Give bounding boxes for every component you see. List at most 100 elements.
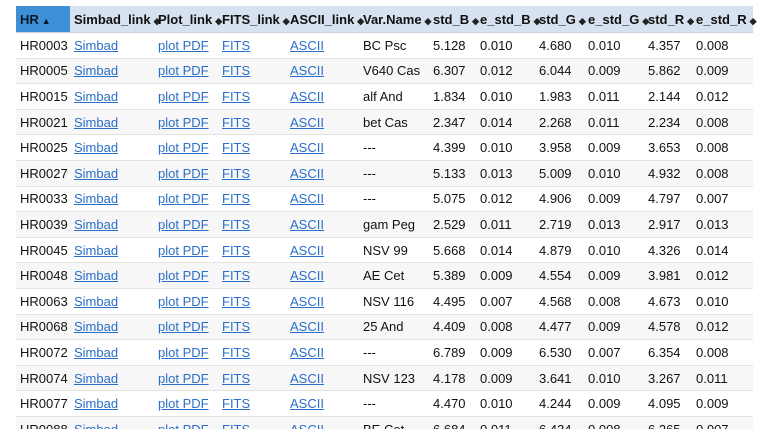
fits-link[interactable]: FITS xyxy=(222,344,251,360)
data-table: HR▲Simbad_link◆Plot_link◆FITS_link◆ASCII… xyxy=(16,6,757,429)
ascii-link[interactable]: ASCII xyxy=(290,140,324,156)
column-header-e_std_r[interactable]: e_std_R ◆ xyxy=(692,6,757,33)
fits-link[interactable]: FITS xyxy=(222,319,251,335)
simbad-link[interactable]: Simbad xyxy=(74,293,119,309)
cell-e_std_g: 0.009 xyxy=(584,390,644,417)
cell-var: --- xyxy=(359,160,429,187)
plot-link[interactable]: plot PDF xyxy=(158,88,209,104)
fits-link[interactable]: FITS xyxy=(222,422,250,429)
column-header-simbad[interactable]: Simbad_link◆ xyxy=(70,6,161,33)
ascii-link[interactable]: ASCII xyxy=(290,396,324,412)
sort-both-icon: ◆ xyxy=(215,15,223,26)
ascii-link[interactable]: ASCII xyxy=(290,165,324,181)
plot-link[interactable]: plot PDF xyxy=(158,396,209,412)
sort-both-icon: ◆ xyxy=(282,15,290,26)
ascii-link[interactable]: ASCII xyxy=(290,242,324,258)
fits-link[interactable]: FITS xyxy=(222,396,251,412)
simbad-link[interactable]: Simbad xyxy=(74,422,118,429)
fits-link[interactable]: FITS xyxy=(222,165,251,181)
simbad-link[interactable]: Simbad xyxy=(74,370,119,386)
column-header-std_b[interactable]: std_B ◆ xyxy=(429,6,479,33)
cell-std_r: 4.326 xyxy=(644,237,692,264)
fits-link[interactable]: FITS xyxy=(222,370,251,386)
fits-link[interactable]: FITS xyxy=(222,293,251,309)
plot-link[interactable]: plot PDF xyxy=(158,37,209,53)
simbad-link[interactable]: Simbad xyxy=(74,396,119,412)
ascii-link[interactable]: ASCII xyxy=(290,63,324,79)
simbad-link[interactable]: Simbad xyxy=(74,319,119,335)
ascii-link[interactable]: ASCII xyxy=(290,191,324,207)
simbad-link[interactable]: Simbad xyxy=(74,216,119,232)
cell-e_std_r: 0.008 xyxy=(692,32,753,59)
plot-link[interactable]: plot PDF xyxy=(158,140,209,156)
plot-link[interactable]: plot PDF xyxy=(158,63,209,79)
plot-link[interactable]: plot PDF xyxy=(158,293,209,309)
ascii-link[interactable]: ASCII xyxy=(290,370,324,386)
column-header-plot[interactable]: Plot_link ◆ xyxy=(154,6,222,33)
cell-e_std_r: 0.007 xyxy=(692,416,753,429)
fits-link[interactable]: FITS xyxy=(222,268,251,284)
simbad-link[interactable]: Simbad xyxy=(74,268,119,284)
column-header-std_r[interactable]: std_R ◆ xyxy=(644,6,694,33)
sort-both-icon: ◆ xyxy=(357,15,365,26)
plot-link[interactable]: plot PDF xyxy=(158,242,209,258)
cell-simbad: Simbad xyxy=(70,211,154,238)
cell-e_std_b: 0.010 xyxy=(476,32,535,59)
plot-link[interactable]: plot PDF xyxy=(158,216,209,232)
ascii-link[interactable]: ASCII xyxy=(290,344,324,360)
ascii-link[interactable]: ASCII xyxy=(290,319,324,335)
column-header-e_std_g[interactable]: e_std_G ◆ xyxy=(584,6,649,33)
ascii-link[interactable]: ASCII xyxy=(290,268,324,284)
cell-std_b: 2.347 xyxy=(429,109,476,136)
fits-link[interactable]: FITS xyxy=(222,63,251,79)
fits-link[interactable]: FITS xyxy=(222,114,251,130)
plot-link[interactable]: plot PDF xyxy=(158,268,209,284)
column-header-hr[interactable]: HR ▲ xyxy=(16,6,70,33)
plot-link[interactable]: plot PDF xyxy=(158,422,209,429)
plot-link[interactable]: plot PDF xyxy=(158,191,209,207)
column-header-fits[interactable]: FITS_link ◆ xyxy=(218,6,290,33)
column-header-std_g[interactable]: std_G ◆ xyxy=(535,6,586,33)
fits-link[interactable]: FITS xyxy=(222,88,251,104)
cell-std_b: 4.495 xyxy=(429,288,476,315)
simbad-link[interactable]: Simbad xyxy=(74,114,119,130)
simbad-link[interactable]: Simbad xyxy=(74,88,119,104)
column-header-ascii[interactable]: ASCII_link ◆ xyxy=(286,6,364,33)
plot-link[interactable]: plot PDF xyxy=(158,114,209,130)
plot-link[interactable]: plot PDF xyxy=(158,165,209,181)
cell-var: --- xyxy=(359,186,429,213)
ascii-link[interactable]: ASCII xyxy=(290,37,324,53)
ascii-link[interactable]: ASCII xyxy=(290,114,324,130)
column-header-e_std_b[interactable]: e_std_B ◆ xyxy=(476,6,541,33)
ascii-link[interactable]: ASCII xyxy=(290,422,324,429)
fits-link[interactable]: FITS xyxy=(222,37,251,53)
simbad-link[interactable]: Simbad xyxy=(74,37,119,53)
fits-link[interactable]: FITS xyxy=(222,191,251,207)
simbad-link[interactable]: Simbad xyxy=(74,344,119,360)
ascii-link[interactable]: ASCII xyxy=(290,88,324,104)
ascii-link[interactable]: ASCII xyxy=(290,216,324,232)
simbad-link[interactable]: Simbad xyxy=(74,191,119,207)
plot-link[interactable]: plot PDF xyxy=(158,370,209,386)
fits-link[interactable]: FITS xyxy=(222,242,251,258)
cell-fits: FITS xyxy=(218,237,286,264)
simbad-link[interactable]: Simbad xyxy=(74,242,119,258)
simbad-link[interactable]: Simbad xyxy=(74,140,119,156)
plot-link[interactable]: plot PDF xyxy=(158,344,209,360)
simbad-link[interactable]: Simbad xyxy=(74,63,119,79)
cell-e_std_b: 0.011 xyxy=(476,416,535,429)
cell-simbad: Simbad xyxy=(70,339,154,366)
ascii-link[interactable]: ASCII xyxy=(290,293,324,309)
fits-link[interactable]: FITS xyxy=(222,140,251,156)
cell-ascii: ASCII xyxy=(286,134,359,161)
cell-std_g: 6.044 xyxy=(535,58,584,85)
column-header-var[interactable]: Var.Name ◆ xyxy=(359,6,431,33)
cell-fits: FITS xyxy=(218,32,286,59)
simbad-link[interactable]: Simbad xyxy=(74,165,119,181)
fits-link[interactable]: FITS xyxy=(222,216,251,232)
cell-std_g: 1.983 xyxy=(535,83,584,110)
cell-e_std_g: 0.011 xyxy=(584,83,644,110)
cell-std_b: 4.409 xyxy=(429,314,476,341)
plot-link[interactable]: plot PDF xyxy=(158,319,209,335)
cell-e_std_b: 0.009 xyxy=(476,365,535,392)
